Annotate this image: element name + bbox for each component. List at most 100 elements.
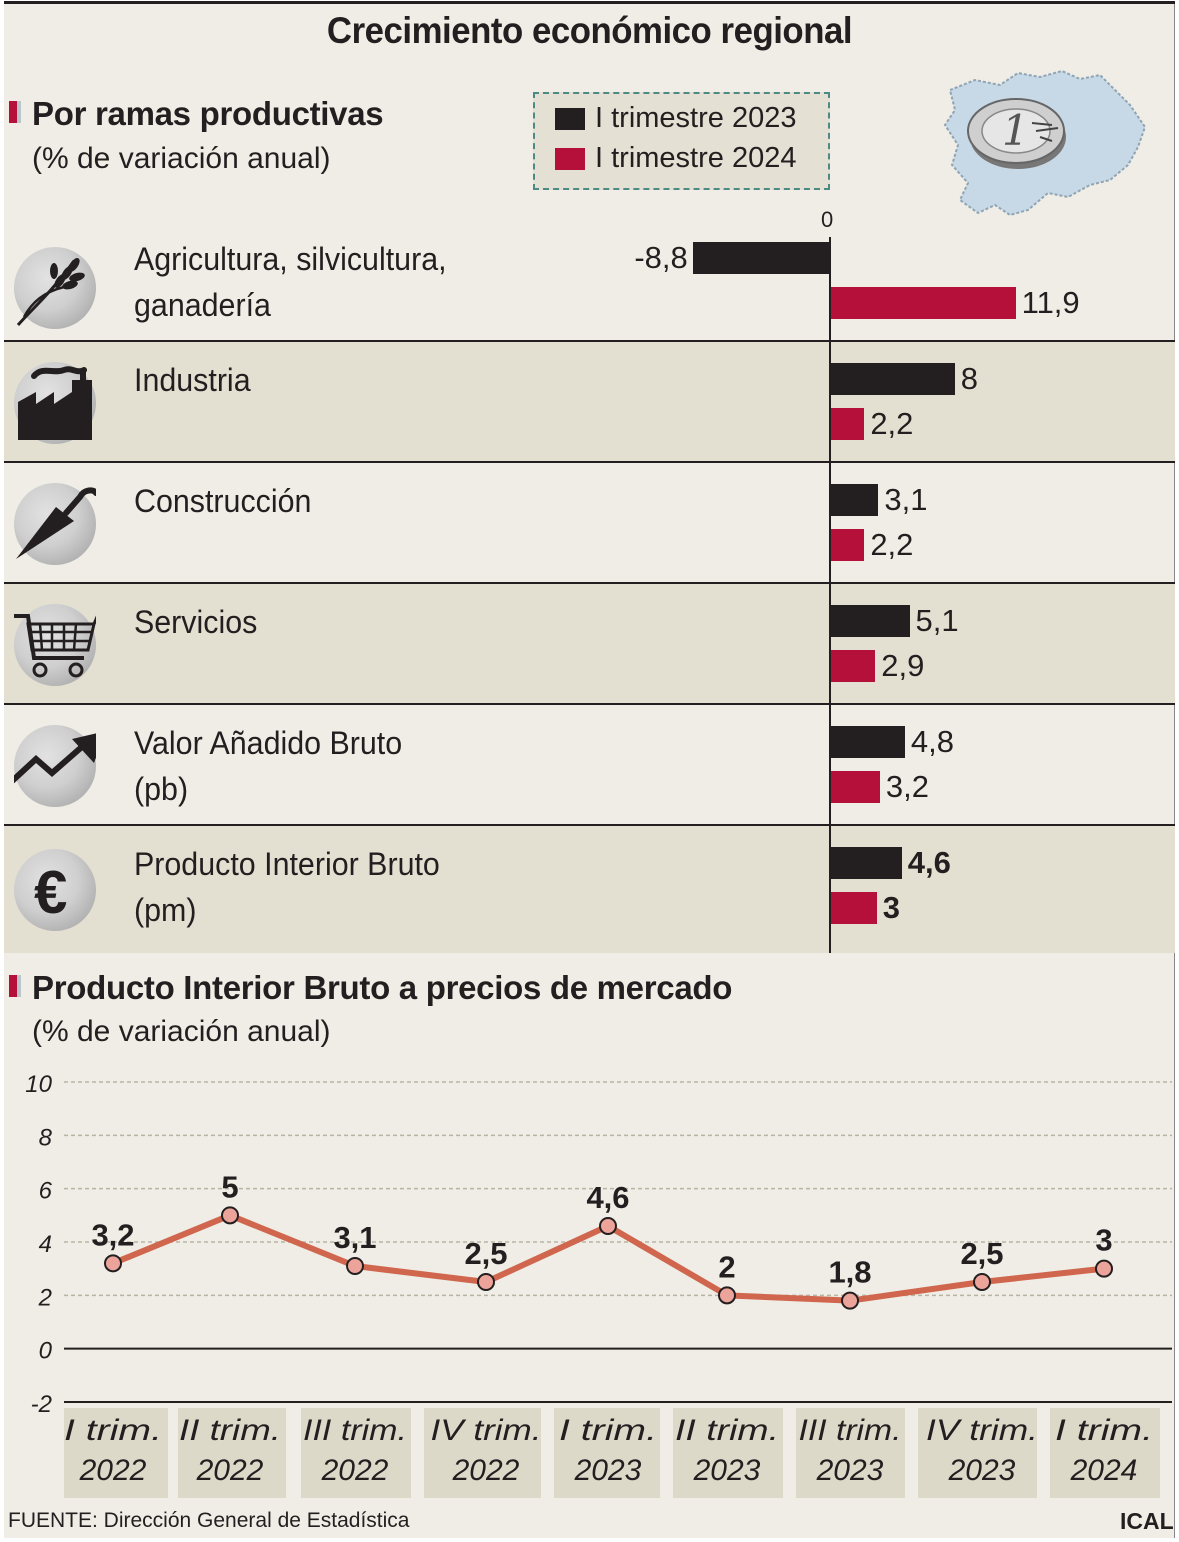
bar-2023 [830,605,910,637]
zero-tick-label: 0 [821,207,834,232]
euro-icon: € [14,849,96,931]
legend-label-2024: I trimestre 2024 [595,142,797,174]
category-label: Industria [134,362,251,398]
bar-value-label: 5,1 [915,603,959,638]
section-marker [9,101,21,123]
bar-2023 [830,363,955,395]
bar-2024 [830,287,1016,319]
data-point [104,1254,122,1273]
category-label: Agricultura, silvicultura, ganadería [134,241,447,323]
bar-value-label: 3,1 [884,482,928,517]
data-point [973,1273,991,1291]
bar-value-label: 3 [882,890,901,925]
bar-2024 [830,892,877,924]
x-tick-label: 2024 [1070,1454,1138,1487]
x-tick-label: IV trim. [431,1414,542,1447]
data-point [599,1217,617,1235]
bar-2023 [830,484,879,516]
data-label: 2,5 [464,1236,507,1271]
title-rule [4,1,1175,4]
section1-title: Por ramas productivas [32,95,384,132]
bar-value-label: 2,2 [870,527,914,562]
zero-axis [829,237,831,953]
data-label: 5 [221,1169,238,1204]
section1-subtitle: (% de variación anual) [32,142,331,175]
x-category-cell [1050,1408,1160,1498]
x-tick-label: 2022 [196,1454,264,1487]
data-label: 3,1 [333,1220,376,1255]
x-category-cell [554,1408,660,1498]
bar-2023 [692,242,830,274]
x-tick-label: III trim. [799,1414,902,1447]
legend: I trimestre 2023 I trimestre 2024 [533,92,830,190]
x-category-cell [918,1408,1037,1498]
data-point [841,1291,859,1310]
y-tick-label: 4 [39,1231,52,1258]
y-tick-label: 8 [39,1124,53,1151]
bar-value-label: 2,2 [870,406,914,441]
category-label: Construcción [134,483,312,519]
legend-label-2023: I trimestre 2023 [595,102,797,134]
x-tick-label: 2023 [574,1454,642,1487]
x-tick-label: II trim. [179,1414,281,1447]
legend-swatch-2024 [555,148,585,170]
row-divider [4,461,1175,463]
x-tick-label: 2023 [816,1454,884,1487]
y-tick-label: 2 [38,1284,52,1311]
bar-value-label: 8 [960,361,979,396]
bar-value-label: 3,2 [885,769,930,804]
x-tick-label: 2023 [693,1454,761,1487]
x-tick-label: 2023 [948,1454,1016,1487]
bar-2023 [830,726,905,758]
x-tick-label: III trim. [303,1414,407,1447]
svg-text:€: € [34,859,67,926]
bar-2023 [830,847,902,879]
line-chart: 10 8 6 4 2 0 -2 I trim. 2022 II trim. 2022 III trim… [25,1071,1172,1498]
x-tick-label: II trim. [675,1414,779,1447]
bar-chart: -8,8 8 3,1 5,1 4,8 4,6 11,9 2,2 2,2 2,9 3,2 3 [634,240,1080,925]
bar-2024 [830,408,865,440]
x-tick-label: I trim. [64,1414,162,1447]
data-point [1095,1259,1113,1278]
y-tick-label: -2 [31,1391,52,1418]
y-tick-label: 10 [25,1071,52,1098]
x-tick-label: I trim. [559,1414,657,1447]
bar-value-label: 11,9 [1021,285,1080,320]
data-point [718,1286,736,1305]
svg-text:1: 1 [1002,106,1029,155]
y-tick-label: 6 [39,1178,53,1205]
data-point [346,1257,364,1275]
section2-title: Producto Interior Bruto a precios de mer… [32,969,733,1006]
x-category-cell [64,1408,168,1498]
row-divider [4,340,1175,342]
category-label: Servicios [134,604,258,640]
x-tick-label: IV trim. [926,1414,1038,1447]
data-label: 3 [1095,1223,1112,1258]
category-row [4,825,1175,953]
data-point [221,1206,239,1225]
x-category-cell [424,1408,541,1498]
category-label: Producto Interior Bruto (pm) [134,846,440,928]
row-divider [4,703,1175,705]
x-category-cell [178,1408,286,1498]
bar-value-label: -8,8 [634,240,688,275]
bar-value-label: 4,6 [907,845,951,880]
category-row [4,341,1175,462]
trowel-icon [14,483,99,565]
source-note: FUENTE: Dirección General de Estadística [8,1509,410,1532]
bar-2024 [830,650,876,682]
bar-2024 [830,771,880,803]
bar-value-label: 4,8 [910,724,954,759]
x-category-cell [796,1408,905,1498]
x-category-cell [673,1408,783,1498]
x-tick-label: 2022 [321,1454,389,1487]
data-label: 2 [718,1249,735,1284]
row-divider [4,582,1175,584]
legend-swatch-2023 [555,108,585,130]
category-row [4,583,1175,704]
category-label: Valor Añadido Bruto (pb) [134,725,403,807]
section-marker [9,975,21,997]
x-tick-label: 2022 [452,1454,520,1487]
data-label: 4,6 [586,1180,629,1215]
data-point [477,1273,495,1291]
